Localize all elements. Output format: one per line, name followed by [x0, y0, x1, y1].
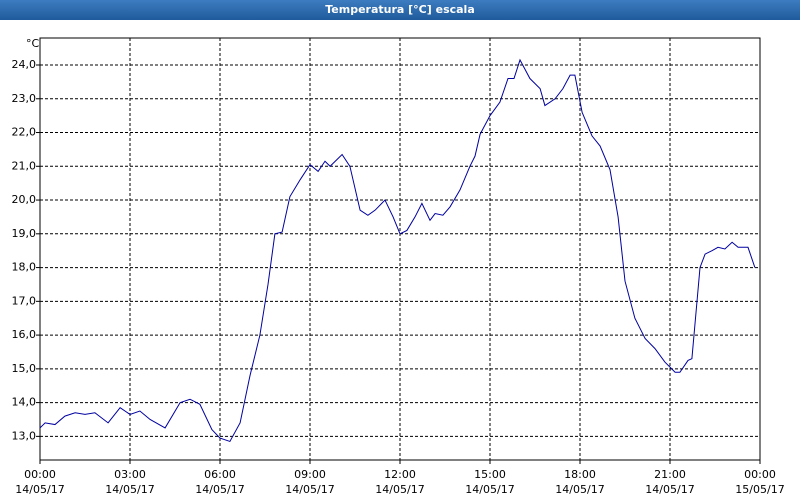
- x-tick-time: 03:00: [114, 468, 146, 481]
- x-tick-date: 14/05/17: [195, 483, 244, 496]
- y-tick-label: 14,0: [12, 396, 37, 409]
- x-tick-time: 06:00: [204, 468, 236, 481]
- x-tick-time: 12:00: [384, 468, 416, 481]
- y-tick-label: 24,0: [12, 58, 37, 71]
- y-tick-label: 15,0: [12, 362, 37, 375]
- title-bar: Temperatura [°C] escala: [0, 0, 800, 20]
- x-tick-date: 14/05/17: [555, 483, 604, 496]
- x-tick-time: 21:00: [654, 468, 686, 481]
- x-tick-date: 14/05/17: [15, 483, 64, 496]
- x-tick-date: 14/05/17: [375, 483, 424, 496]
- x-tick-date: 15/05/17: [735, 483, 784, 496]
- y-unit: °C: [26, 37, 40, 50]
- y-tick-label: 23,0: [12, 92, 37, 105]
- x-tick-time: 00:00: [24, 468, 56, 481]
- x-tick-date: 14/05/17: [105, 483, 154, 496]
- y-tick-label: 20,0: [12, 193, 37, 206]
- x-tick-time: 00:00: [744, 468, 776, 481]
- x-tick-time: 09:00: [294, 468, 326, 481]
- y-tick-label: 16,0: [12, 328, 37, 341]
- x-tick-date: 14/05/17: [645, 483, 694, 496]
- y-tick-label: 21,0: [12, 159, 37, 172]
- x-tick-time: 18:00: [564, 468, 596, 481]
- x-tick-date: 14/05/17: [285, 483, 334, 496]
- y-tick-label: 19,0: [12, 227, 37, 240]
- chart: °C 13,0 14,0 15,0 16,0 17,0 18,0 19,0 20,0 21,0 2…: [12, 37, 785, 496]
- y-tick-label: 17,0: [12, 294, 37, 307]
- x-tick-time: 15:00: [474, 468, 506, 481]
- y-tick-label: 22,0: [12, 126, 37, 139]
- line-series: [39, 58, 756, 443]
- x-tick-date: 14/05/17: [465, 483, 514, 496]
- y-tick-label: 13,0: [12, 429, 37, 442]
- y-tick-label: 18,0: [12, 261, 37, 274]
